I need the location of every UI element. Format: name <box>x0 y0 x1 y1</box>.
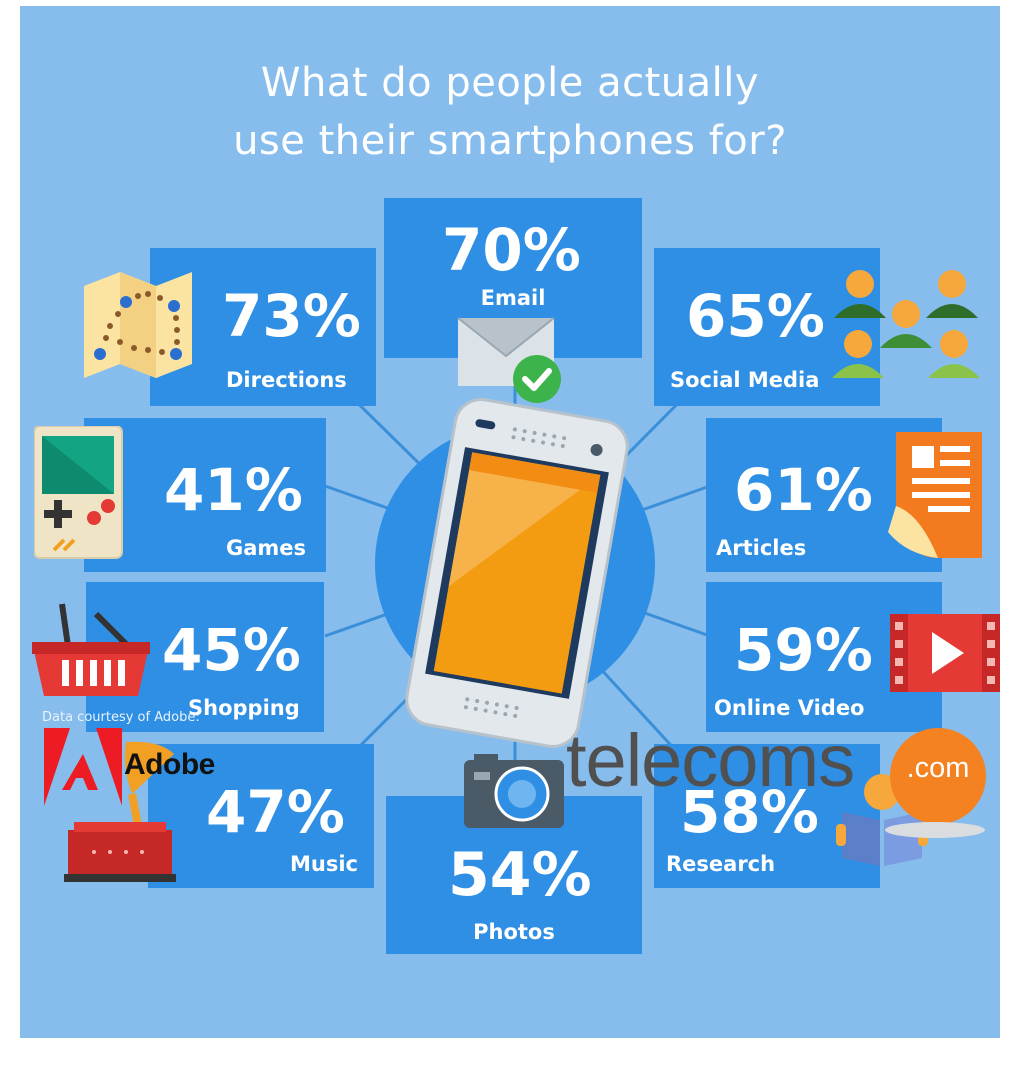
map-icon <box>84 272 192 378</box>
stat-card-online-video: 59% Online Video <box>706 582 942 732</box>
stat-percent: 65% <box>686 282 825 350</box>
title-line-2: use their smartphones for? <box>233 118 787 164</box>
camera-icon <box>464 754 564 828</box>
infographic: What do people actually use their smartp… <box>20 6 1000 1038</box>
video-play-icon <box>890 614 1000 692</box>
stat-label: Email <box>480 286 546 310</box>
stat-label: Directions <box>226 368 347 392</box>
brand-underline-shape <box>885 822 985 838</box>
brand-suffix: .com <box>906 752 970 784</box>
stat-label: Shopping <box>188 696 300 720</box>
stat-percent: 58% <box>680 778 819 846</box>
stat-card-music: 47% Music <box>148 744 374 888</box>
stat-label: Research <box>666 852 776 876</box>
game-console-icon <box>34 426 123 559</box>
check-icon <box>513 355 561 403</box>
stat-label: Games <box>226 536 307 560</box>
stat-card-games: 41% Games <box>84 418 326 572</box>
document-icon <box>888 432 982 558</box>
stat-percent: 73% <box>222 282 361 350</box>
stat-card-social-media: 65% Social Media <box>654 248 880 406</box>
stat-percent: 45% <box>162 616 301 684</box>
stat-percent: 41% <box>164 456 303 524</box>
stat-percent: 47% <box>206 778 345 846</box>
adobe-logo-icon <box>44 728 122 806</box>
stat-percent: 61% <box>734 456 873 524</box>
smartphone-icon <box>405 398 629 748</box>
title-line-1: What do people actually <box>260 60 760 106</box>
data-credit: Data courtesy of Adobe: <box>42 710 200 725</box>
basket-icon <box>32 603 150 696</box>
people-icon <box>832 270 980 378</box>
infographic-title: What do people actually use their smartp… <box>20 54 1000 170</box>
brand-suffix-badge: .com <box>890 728 986 824</box>
adobe-wordmark: Adobe <box>124 748 215 781</box>
stat-label: Photos <box>473 920 555 944</box>
stat-percent: 59% <box>734 616 873 684</box>
stat-label: Social Media <box>670 368 820 392</box>
stat-label: Online Video <box>714 696 865 720</box>
stat-card-email: 70% Email <box>384 198 642 358</box>
stat-percent: 70% <box>442 216 581 284</box>
stat-percent: 54% <box>448 840 592 910</box>
gramophone-icon <box>64 741 176 882</box>
stat-label: Music <box>290 852 358 876</box>
brand-wordmark: telecoms <box>566 719 855 802</box>
stat-label: Articles <box>716 536 807 560</box>
